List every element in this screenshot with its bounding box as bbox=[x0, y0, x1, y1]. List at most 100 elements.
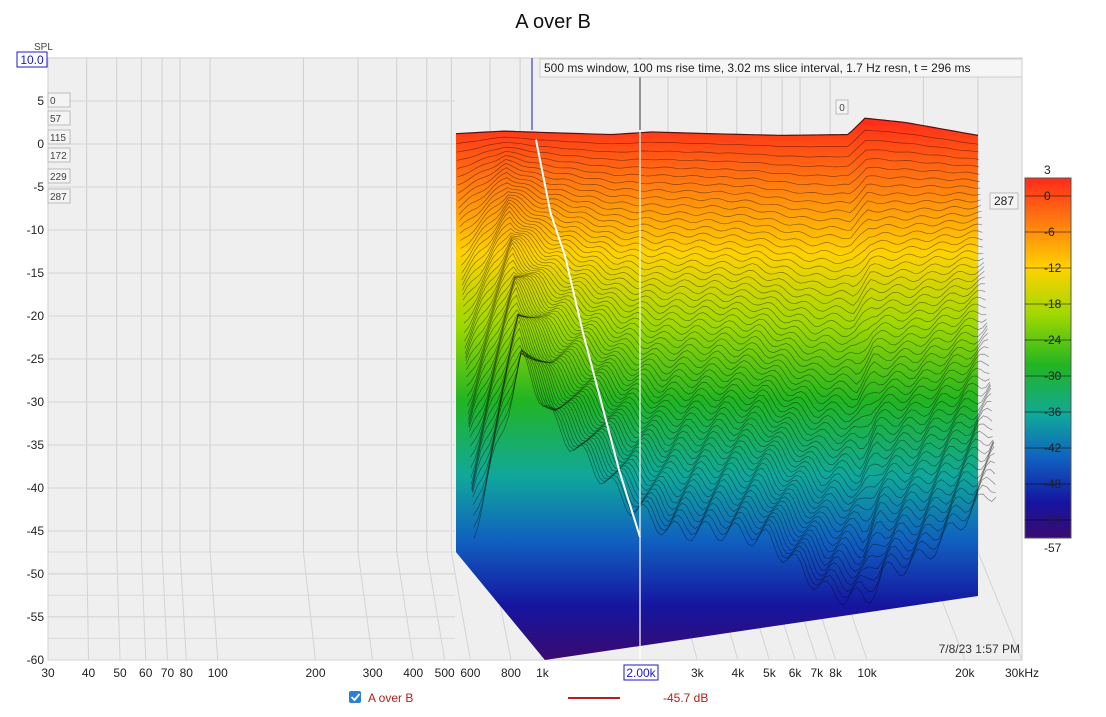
decay-slice bbox=[472, 352, 996, 586]
timestamp: 7/8/23 1:57 PM bbox=[939, 642, 1020, 656]
decay-slice bbox=[471, 336, 995, 559]
decay-slice bbox=[463, 237, 986, 353]
y-tick-label: -10 bbox=[27, 223, 45, 237]
floor-gridline bbox=[302, 551, 316, 661]
x-tick-label: 4k bbox=[732, 666, 746, 680]
surface-body bbox=[456, 118, 978, 661]
colorbar-tick-label: 0 bbox=[1044, 189, 1051, 203]
decay-slice bbox=[464, 242, 987, 375]
time-label-box bbox=[47, 168, 71, 184]
floor-gridline bbox=[426, 551, 446, 661]
decay-slice bbox=[468, 302, 992, 485]
time-label-box bbox=[47, 129, 71, 145]
decay-slice bbox=[473, 348, 996, 599]
decay-slice bbox=[456, 139, 979, 158]
checkmark-icon bbox=[350, 693, 361, 702]
x-tick-label: 30 bbox=[41, 666, 55, 680]
decay-slice bbox=[469, 315, 992, 506]
decay-slice bbox=[465, 259, 988, 401]
floor-gridline bbox=[357, 551, 374, 661]
decay-slice bbox=[470, 313, 993, 519]
y-top-value: 10.0 bbox=[20, 53, 44, 67]
colorbar-tick-label: -24 bbox=[1044, 333, 1062, 347]
decay-slice bbox=[463, 239, 987, 368]
decay-slice bbox=[460, 194, 983, 265]
front-slice-outline bbox=[455, 117, 979, 136]
x-tick-label: 30kHz bbox=[1005, 666, 1039, 680]
x-tick-label: 100 bbox=[208, 666, 228, 680]
decay-slice bbox=[468, 294, 991, 477]
decay-slice bbox=[469, 313, 992, 498]
decay-slice bbox=[470, 319, 994, 544]
y-top-value-box[interactable] bbox=[16, 51, 48, 68]
decay-slice bbox=[468, 309, 992, 491]
x-tick-label: 300 bbox=[363, 666, 383, 680]
decay-slice bbox=[461, 210, 985, 306]
decay-slice bbox=[467, 280, 991, 460]
decay-slice bbox=[464, 246, 988, 385]
legend-readout: -45.7 dB bbox=[663, 691, 708, 705]
x-tick-label: 80 bbox=[180, 666, 194, 680]
y-tick-label: -45 bbox=[27, 524, 45, 538]
y-tick-label: 5 bbox=[37, 94, 44, 108]
time-label: 115 bbox=[50, 133, 66, 144]
time-label-box bbox=[47, 92, 71, 108]
x-tick-label: 7k bbox=[810, 666, 824, 680]
decay-slice bbox=[459, 182, 982, 240]
x-tick-label: 5k bbox=[763, 666, 777, 680]
y-tick-label: 0 bbox=[37, 137, 44, 151]
decay-slice bbox=[471, 344, 995, 566]
decay-slice bbox=[457, 163, 981, 204]
y-tick-label: -35 bbox=[27, 438, 45, 452]
x-tick-label: 70 bbox=[161, 666, 175, 680]
y-tick-label: -20 bbox=[27, 309, 45, 323]
floor-gridline bbox=[140, 551, 147, 661]
decay-slice bbox=[472, 350, 995, 573]
time-label: 57 bbox=[50, 114, 62, 125]
legend-series-name[interactable]: A over B bbox=[368, 691, 413, 705]
colorbar-tick-label: -57 bbox=[1044, 541, 1062, 555]
time-label: 0 bbox=[50, 96, 56, 107]
time-label: 287 bbox=[50, 192, 67, 203]
decay-slice bbox=[457, 155, 980, 186]
colorbar-tick-label: -42 bbox=[1044, 441, 1062, 455]
waterfall-surface bbox=[455, 117, 997, 661]
legend-checkbox[interactable] bbox=[349, 691, 361, 703]
y-axis-label: SPL bbox=[34, 42, 53, 53]
cursor-x-box[interactable] bbox=[623, 664, 659, 681]
colorbar-tick-label: -12 bbox=[1044, 261, 1062, 275]
decay-slice bbox=[470, 312, 993, 526]
decay-slice bbox=[466, 275, 989, 423]
cursor-x-value: 2.00k bbox=[626, 666, 656, 680]
decay-slice bbox=[467, 276, 990, 444]
x-tick-label: 10k bbox=[857, 666, 877, 680]
decay-slice bbox=[462, 232, 986, 338]
decay-slice bbox=[456, 146, 979, 168]
decay-slice bbox=[465, 266, 989, 408]
colorbar-tick-label: -30 bbox=[1044, 369, 1062, 383]
x-tick-label: 20k bbox=[955, 666, 975, 680]
time-label-right: 287 bbox=[994, 194, 1014, 208]
x-tick-label: 800 bbox=[501, 666, 521, 680]
decay-slice bbox=[463, 235, 986, 345]
x-tick-label: 3k bbox=[691, 666, 705, 680]
y-tick-label: -5 bbox=[33, 180, 44, 194]
decay-slice bbox=[466, 276, 990, 438]
decay-slice bbox=[473, 350, 996, 593]
time-label-box bbox=[47, 110, 71, 126]
decay-slice bbox=[461, 205, 984, 297]
decay-slice bbox=[467, 277, 990, 452]
y-axis-ticks: 50-5-10-15-20-25-30-35-40-45-50-55-60 bbox=[27, 94, 455, 667]
x-axis-ticks: 30 40 50 60 70 80 100 200 300 400 500 600 800 1k 3k 4k 5… bbox=[41, 666, 1039, 680]
floor-gridline bbox=[161, 551, 168, 661]
decay-slice bbox=[471, 327, 994, 552]
decay-slice bbox=[462, 228, 985, 330]
decay-slice bbox=[466, 276, 989, 430]
decay-slice bbox=[463, 238, 987, 361]
colorbar-ticks: 3 0 -6 -12 -18 -24 -30 -36 -42 -48 -54 -57 bbox=[1025, 163, 1071, 555]
y-tick-label: -40 bbox=[27, 481, 45, 495]
x-tick-label: 600 bbox=[460, 666, 480, 680]
decay-slice bbox=[462, 222, 985, 322]
colorbar-tick-label: -6 bbox=[1044, 225, 1055, 239]
